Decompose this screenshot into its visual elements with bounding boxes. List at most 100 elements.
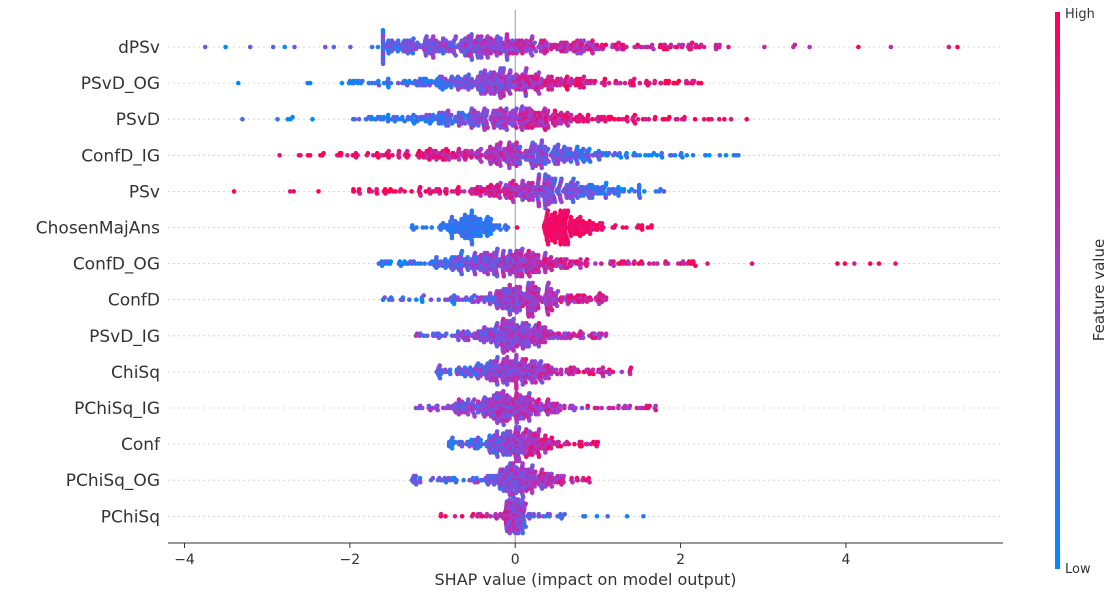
shap-point: [526, 248, 532, 254]
shap-point: [690, 153, 696, 158]
shap-point: [545, 412, 551, 417]
shap-point: [357, 187, 362, 192]
shap-point: [446, 157, 452, 162]
shap-point: [749, 261, 755, 266]
shap-point: [575, 161, 580, 166]
shap-point: [571, 176, 576, 182]
shap-point: [414, 297, 419, 303]
shap-point: [508, 68, 513, 73]
shap-point: [456, 157, 462, 162]
shap-point: [527, 391, 532, 396]
shap-point: [888, 44, 894, 50]
shap-point: [676, 78, 682, 84]
shap-point: [637, 80, 643, 86]
shap-point: [679, 150, 684, 156]
shap-point: [612, 116, 617, 122]
shap-point: [488, 51, 494, 56]
shap-point: [292, 44, 297, 50]
shap-point: [792, 42, 798, 48]
shap-point: [423, 225, 429, 230]
shap-point: [548, 446, 554, 451]
shap-point: [807, 44, 812, 50]
shap-point: [675, 116, 680, 122]
shap-point: [530, 463, 535, 468]
shap-point: [616, 116, 622, 122]
shap-point: [600, 365, 606, 371]
shap-point: [452, 514, 458, 519]
shap-point: [603, 295, 609, 300]
shap-point: [449, 235, 455, 241]
shap-point: [431, 55, 436, 60]
shap-point: [529, 53, 535, 58]
shap-point: [421, 293, 427, 298]
shap-point: [530, 165, 535, 171]
shap-point: [495, 454, 500, 460]
shap-point: [417, 480, 423, 485]
shap-point: [518, 150, 524, 156]
shap-point: [523, 357, 529, 362]
shap-point: [270, 44, 276, 50]
shap-point: [478, 193, 483, 198]
shap-point: [472, 414, 477, 419]
shap-point: [453, 53, 459, 58]
shap-point: [400, 295, 406, 300]
shap-point: [680, 42, 686, 48]
feature-label: ConfD_OG: [73, 255, 160, 275]
shap-point: [529, 125, 535, 130]
shap-point: [510, 461, 516, 466]
shap-point: [375, 44, 381, 50]
shap-point: [374, 187, 380, 192]
shap-point: [658, 80, 664, 86]
shap-point: [536, 454, 542, 460]
shap-point: [544, 40, 549, 46]
feature-label: ConfD_IG: [81, 146, 160, 166]
shap-point: [867, 261, 873, 266]
shap-point: [565, 42, 571, 48]
shap-point: [728, 116, 734, 122]
shap-point: [412, 78, 418, 84]
shap-point: [494, 273, 500, 279]
shap-point: [465, 254, 471, 260]
shap-point: [682, 114, 687, 120]
shap-point: [624, 514, 630, 519]
shap-point: [647, 261, 652, 266]
shap-point: [636, 182, 642, 188]
shap-point: [545, 208, 551, 213]
shap-point: [397, 259, 403, 264]
shap-point: [529, 490, 535, 496]
shap-point: [507, 282, 513, 288]
shap-point: [564, 257, 569, 262]
shap-point: [456, 184, 461, 190]
shap-point: [627, 371, 633, 377]
shap-point: [504, 354, 510, 360]
shap-point: [536, 172, 542, 177]
shap-point: [536, 91, 542, 96]
shap-point: [852, 261, 857, 266]
shap-point: [485, 271, 491, 277]
shap-point: [594, 514, 600, 519]
shap-point: [410, 223, 415, 228]
shap-point: [435, 403, 440, 409]
shap-point: [637, 153, 643, 158]
shap-point: [505, 38, 511, 43]
shap-point: [517, 307, 523, 313]
shap-point: [558, 110, 564, 116]
shap-point: [668, 42, 674, 48]
shap-point: [549, 435, 555, 441]
shap-point: [501, 388, 506, 394]
shap-point: [526, 323, 532, 328]
shap-point: [438, 511, 444, 517]
shap-point: [469, 208, 475, 213]
shap-point: [488, 231, 494, 237]
shap-point: [461, 477, 466, 483]
shap-point: [639, 227, 645, 232]
feature-label: PSv: [129, 182, 160, 202]
shap-point: [504, 382, 510, 387]
shap-point: [614, 46, 620, 52]
shap-point: [568, 159, 574, 164]
shap-point: [429, 78, 434, 84]
shap-point: [514, 106, 519, 111]
shap-point: [616, 403, 621, 409]
shap-point: [427, 187, 432, 192]
